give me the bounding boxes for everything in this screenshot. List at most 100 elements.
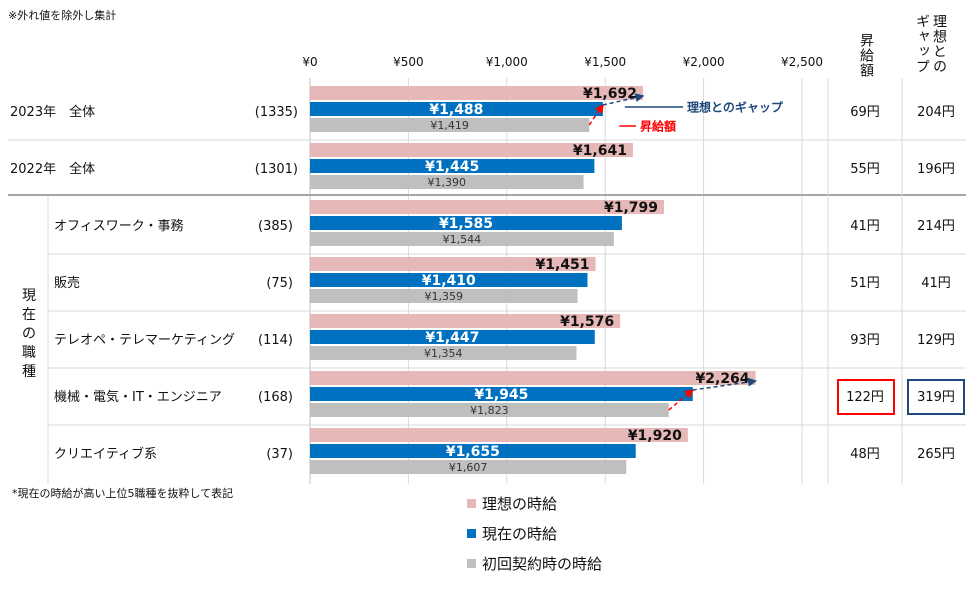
- raise-value: 48円: [850, 447, 880, 462]
- current-bar: [310, 273, 588, 287]
- sample-size-label: (1301): [255, 162, 298, 177]
- x-tick-label: ¥2,500: [781, 55, 823, 69]
- ideal-value-label: ¥1,692: [583, 86, 637, 102]
- current-bar: [310, 159, 595, 173]
- initial-value-label: ¥1,419: [430, 119, 469, 132]
- x-tick-label: ¥500: [393, 55, 424, 69]
- sample-size-label: (1335): [255, 105, 298, 120]
- gap-value: 196円: [917, 162, 955, 177]
- current-bar: [310, 387, 693, 401]
- initial-bar: [310, 460, 627, 474]
- ideal-value-label: ¥1,799: [604, 200, 658, 216]
- sample-size-label: (114): [258, 333, 293, 348]
- legend-initial-label: 初回契約時の時給: [482, 555, 603, 573]
- gap-value: 129円: [917, 333, 955, 348]
- raise-arrow: [668, 389, 694, 411]
- x-tick-label: ¥1,500: [584, 55, 626, 69]
- raise-value: 122円: [846, 390, 884, 405]
- initial-value-label: ¥1,354: [424, 347, 463, 360]
- sample-size-label: (37): [266, 447, 293, 462]
- sample-size-label: (75): [266, 276, 293, 291]
- legend-current: 現在の時給: [467, 523, 557, 544]
- ideal-bar: [310, 86, 643, 100]
- raise-value: 41円: [850, 219, 880, 234]
- category-label: 販売: [54, 275, 80, 291]
- ideal-value-label: ¥1,641: [573, 143, 627, 159]
- raise-value: 55円: [850, 162, 880, 177]
- category-label: クリエイティブ系: [54, 446, 157, 462]
- current-value-label: ¥1,447: [425, 330, 479, 346]
- current-value-label: ¥1,410: [422, 273, 476, 289]
- initial-value-label: ¥1,607: [449, 461, 488, 474]
- ideal-value-label: ¥2,264: [696, 371, 750, 387]
- current-bar: [310, 216, 622, 230]
- sample-size-label: (168): [258, 390, 293, 405]
- initial-value-label: ¥1,390: [428, 176, 467, 189]
- gap-value: 204円: [917, 105, 955, 120]
- ideal-bar: [310, 200, 665, 214]
- group-label-char: 種: [22, 364, 36, 380]
- legend-ideal-swatch: [467, 499, 476, 508]
- group-label-char: の: [22, 326, 36, 342]
- group-label-char: 現: [22, 288, 36, 304]
- raise-value: 51円: [850, 276, 880, 291]
- raise-highlight-box: [837, 379, 895, 415]
- initial-bar: [310, 232, 614, 246]
- gap-column-header: 理想とのギャップ: [914, 14, 947, 74]
- ideal-bar: [310, 371, 756, 385]
- ideal-value-label: ¥1,451: [536, 257, 590, 273]
- legend-current-swatch: [467, 529, 476, 538]
- current-bar: [310, 330, 595, 344]
- initial-bar: [310, 403, 669, 417]
- gap-callout-label: 理想とのギャップ: [687, 100, 784, 115]
- raise-value: 69円: [850, 105, 880, 120]
- x-tick-label: ¥2,000: [683, 55, 725, 69]
- initial-value-label: ¥1,823: [470, 404, 509, 417]
- ideal-value-label: ¥1,576: [560, 314, 614, 330]
- gap-arrow: [692, 377, 758, 391]
- outlier-note: ※外れ値を除外し集計: [8, 9, 117, 22]
- category-label: 2023年 全体: [10, 104, 95, 120]
- legend-ideal-label: 理想の時給: [482, 495, 558, 513]
- group-label-char: 在: [22, 307, 36, 323]
- current-value-label: ¥1,945: [474, 387, 528, 403]
- ideal-bar: [310, 428, 688, 442]
- gap-value: 214円: [917, 219, 955, 234]
- raise-value: 93円: [850, 333, 880, 348]
- initial-bar: [310, 346, 577, 360]
- category-label: テレオペ・テレマーケティング: [54, 333, 235, 348]
- ideal-bar: [310, 257, 596, 271]
- current-value-label: ¥1,488: [429, 102, 483, 118]
- x-tick-label: ¥0: [302, 55, 317, 69]
- x-tick-label: ¥1,000: [486, 55, 528, 69]
- ideal-value-label: ¥1,920: [628, 428, 682, 444]
- initial-value-label: ¥1,359: [424, 290, 463, 303]
- category-label: オフィスワーク・事務: [54, 219, 183, 234]
- gap-value: 265円: [917, 447, 955, 462]
- legend-current-label: 現在の時給: [482, 525, 558, 543]
- gap-value: 41円: [921, 276, 951, 291]
- ideal-bar: [310, 314, 621, 328]
- current-value-label: ¥1,585: [439, 216, 493, 232]
- initial-bar: [310, 175, 584, 189]
- current-value-label: ¥1,445: [425, 159, 479, 175]
- group-label-char: 職: [22, 345, 36, 361]
- category-label: 2022年 全体: [10, 161, 95, 177]
- sample-size-label: (385): [258, 219, 293, 234]
- current-bar: [310, 102, 603, 116]
- ideal-bar: [310, 143, 633, 157]
- legend-ideal: 理想の時給: [467, 493, 557, 514]
- gap-highlight-box: [907, 379, 965, 415]
- raise-column-header: 昇給額: [858, 33, 874, 78]
- raise-callout-label: 昇給額: [640, 119, 676, 134]
- initial-bar: [310, 289, 578, 303]
- gap-value: 319円: [917, 390, 955, 405]
- legend-initial: 初回契約時の時給: [467, 553, 602, 574]
- current-bar: [310, 444, 636, 458]
- current-value-label: ¥1,655: [446, 444, 500, 460]
- category-label: 機械・電気・IT・エンジニア: [54, 389, 222, 405]
- initial-value-label: ¥1,544: [443, 233, 482, 246]
- legend-initial-swatch: [467, 559, 476, 568]
- footnote: *現在の時給が高い上位5職種を抜粋して表記: [12, 487, 234, 500]
